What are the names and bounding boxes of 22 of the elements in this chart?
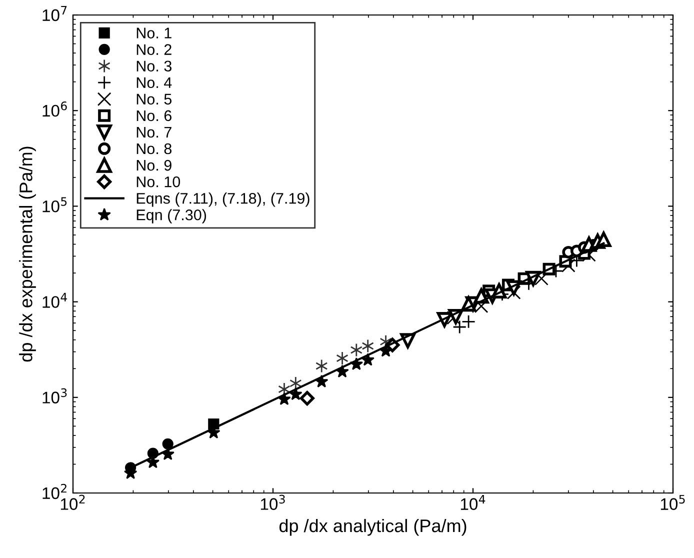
legend-label: No. 5 <box>136 94 172 105</box>
y-tick-label: 10$^{7}$ <box>42 6 67 22</box>
legend-label: Eqn (7.30) <box>136 209 206 224</box>
x-axis-title: dp /dx analytical (Pa/m) <box>279 518 466 536</box>
legend-label: No. 7 <box>136 126 172 138</box>
x-tick-label: 10$^{3}$ <box>260 494 285 510</box>
legend-label: No. 8 <box>136 143 172 154</box>
legend-label: No. 9 <box>136 160 172 171</box>
x-tick-label: 10$^{4}$ <box>460 494 486 510</box>
legend-label: Eqns (7.11), (7.18), (7.19) <box>136 192 310 207</box>
legend-label: No. 2 <box>136 44 172 55</box>
y-tick-label: 10$^{6}$ <box>42 101 67 117</box>
legend-label: No. 1 <box>136 28 172 38</box>
x-tick-label: 10$^{5}$ <box>660 494 685 510</box>
y-axis-title: dp /dx experimental (Pa/m) <box>19 146 36 362</box>
y-tick-label: 10$^{3}$ <box>42 388 67 404</box>
y-tick-label: 10$^{5}$ <box>42 197 67 212</box>
legend-label: No. 10 <box>136 176 180 188</box>
legend-label: No. 3 <box>136 60 172 72</box>
legend-label: No. 6 <box>136 110 172 122</box>
legend-label: No. 4 <box>136 77 172 88</box>
y-tick-label: 10$^{4}$ <box>42 292 67 308</box>
